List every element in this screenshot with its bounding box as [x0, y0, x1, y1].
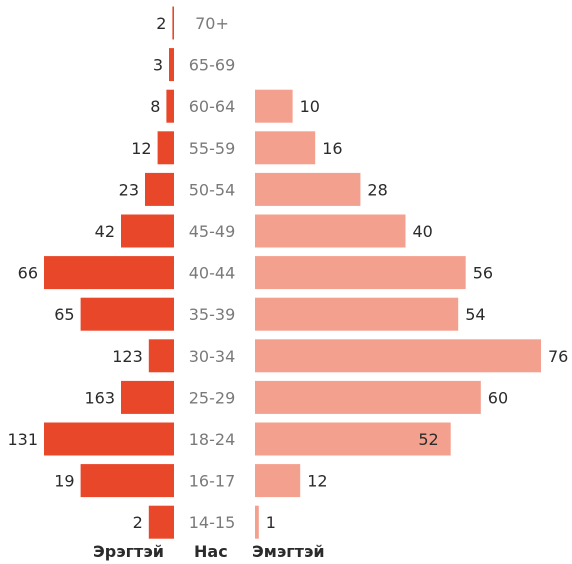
female-bar — [255, 89, 293, 123]
male-value-label: 123 — [112, 347, 143, 366]
male-bar — [80, 297, 174, 331]
male-bar — [145, 172, 174, 206]
age-label: 45-49 — [189, 222, 236, 241]
male-bar — [121, 214, 174, 248]
age-label: 25-29 — [189, 388, 236, 407]
male-axis-label: Эрэгтэй — [93, 542, 164, 561]
male-bar — [80, 464, 174, 498]
female-bar — [255, 339, 541, 373]
age-label: 60-64 — [189, 97, 236, 116]
female-bar — [255, 214, 406, 248]
age-label: 35-39 — [189, 305, 236, 324]
female-axis-label: Эмэгтэй — [252, 542, 325, 561]
female-value-label: 1 — [266, 513, 276, 532]
age-label: 55-59 — [189, 139, 236, 158]
male-bar — [169, 48, 174, 82]
male-bars — [44, 6, 174, 539]
male-value-label: 8 — [150, 97, 160, 116]
female-value-label: 76 — [548, 347, 568, 366]
female-bar — [255, 464, 301, 498]
female-bars — [255, 89, 541, 539]
female-value-label: 56 — [473, 264, 493, 283]
male-bar — [166, 89, 174, 123]
female-bar — [255, 422, 451, 456]
male-value-label: 2 — [133, 513, 143, 532]
female-bar — [255, 172, 361, 206]
female-bar — [255, 131, 316, 165]
male-bar — [44, 256, 174, 290]
female-value-label: 10 — [300, 97, 320, 116]
female-value-label: 40 — [413, 222, 433, 241]
male-bar — [172, 6, 174, 40]
female-value-label: 60 — [488, 388, 508, 407]
male-value-label: 23 — [119, 180, 139, 199]
age-axis-label: Нас — [194, 542, 228, 561]
age-label: 50-54 — [189, 180, 236, 199]
male-value-label: 42 — [95, 222, 115, 241]
male-bar — [44, 422, 174, 456]
age-label: 30-34 — [189, 347, 236, 366]
female-value-label: 16 — [322, 139, 342, 158]
male-value-label: 163 — [84, 388, 115, 407]
female-bar — [255, 256, 466, 290]
male-bar — [148, 339, 174, 373]
male-bar — [157, 131, 174, 165]
female-bar — [255, 505, 259, 539]
age-label: 14-15 — [189, 513, 236, 532]
female-value-label: 12 — [307, 472, 327, 491]
male-value-label: 3 — [153, 56, 163, 75]
male-value-label: 2 — [156, 14, 166, 33]
female-bar — [255, 380, 481, 414]
female-bar — [255, 297, 459, 331]
age-label: 70+ — [195, 14, 229, 33]
male-value-label: 12 — [131, 139, 151, 158]
male-bar — [148, 505, 174, 539]
age-label: 16-17 — [189, 472, 236, 491]
female-value-label: 52 — [418, 430, 438, 449]
age-label: 18-24 — [189, 430, 236, 449]
male-value-label: 65 — [54, 305, 74, 324]
female-value-label: 28 — [367, 180, 387, 199]
female-value-label: 54 — [465, 305, 485, 324]
age-labels: 70+ 65-69 60-64 55-59 50-54 45-49 40-44 35-39 30… — [189, 14, 236, 532]
male-value-label: 131 — [7, 430, 38, 449]
age-label: 40-44 — [189, 264, 236, 283]
male-bar — [121, 380, 174, 414]
age-label: 65-69 — [189, 56, 236, 75]
male-value-label: 66 — [18, 264, 38, 283]
male-value-label: 19 — [54, 472, 74, 491]
